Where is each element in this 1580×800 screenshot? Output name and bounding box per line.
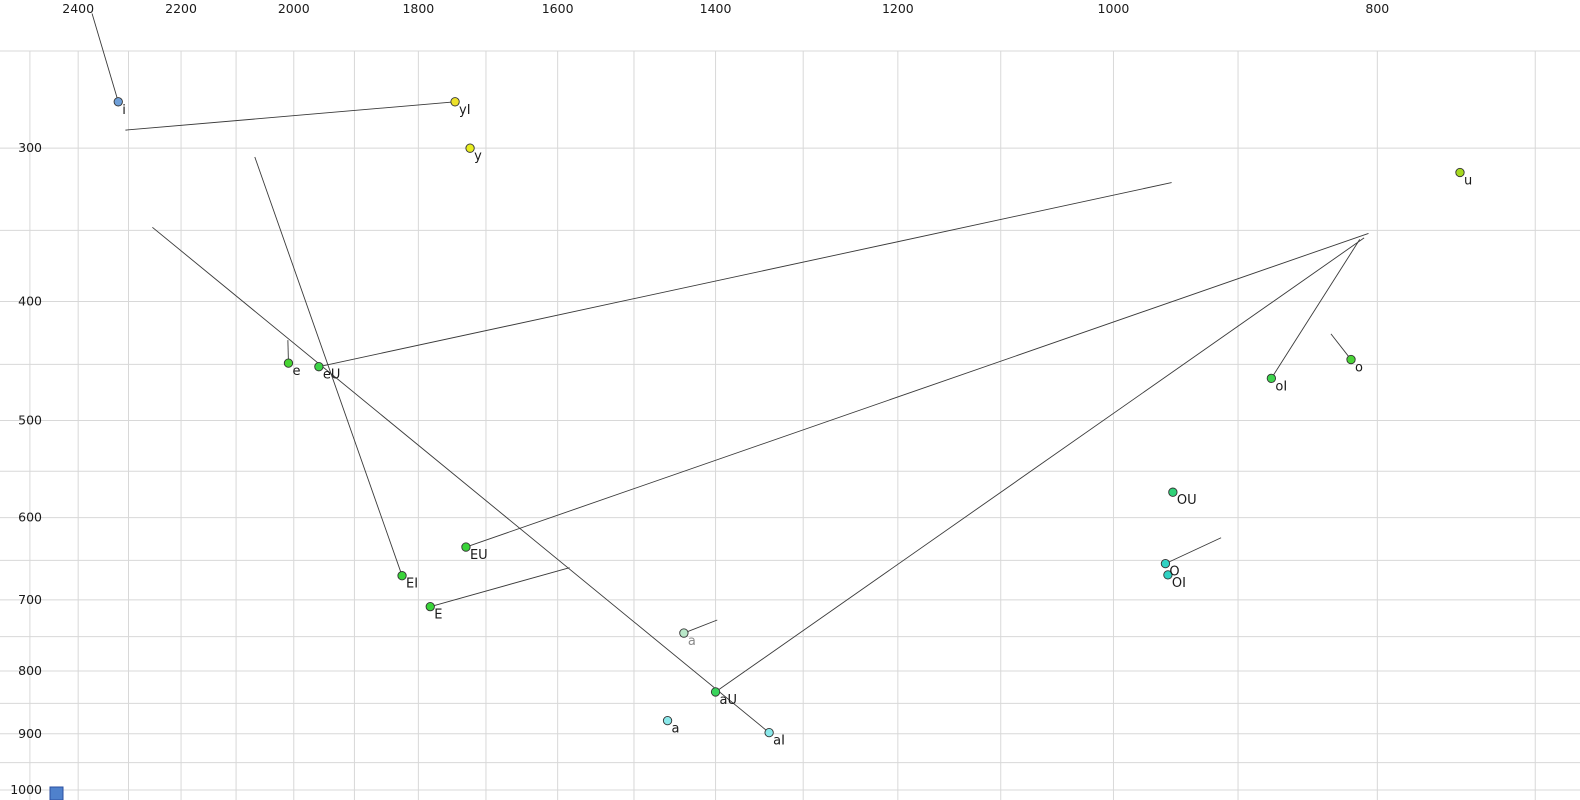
trajectory-EI [254,156,403,576]
y-tick-label: 1000 [10,782,42,797]
x-tick-label: 800 [1365,1,1389,16]
x-tick-label: 2000 [278,1,310,16]
x-tick-label: 1200 [882,1,914,16]
trajectory-oI [1270,239,1361,379]
point-label-a-mid: a [688,634,696,649]
y-tick-label: 800 [18,663,42,678]
point-E[interactable] [425,602,435,612]
point-label-EI: EI [406,577,418,592]
trajectory-o [1330,333,1352,360]
point-aU[interactable] [710,687,721,697]
point-O[interactable] [1160,558,1171,569]
point-a-low[interactable] [662,715,673,726]
trajectory-EU [465,232,1369,548]
y-tick-label: 300 [18,140,42,155]
point-o[interactable] [1346,354,1356,365]
point-label-e: e [292,364,300,379]
y-axis-tick-labels: 300 400 500 600 700 800 900 1000 [10,140,42,797]
y-tick-label: 900 [18,726,42,741]
point-label-yI: yI [459,103,471,118]
x-tick-label: 2400 [62,1,94,16]
point-label-aI: aI [773,734,785,749]
point-a-mid[interactable] [679,628,689,638]
point-label-y: y [474,149,482,164]
point-label-i: i [122,103,126,118]
x-tick-label: 1400 [700,1,732,16]
point-label-O: O [1169,565,1179,580]
y-tick-label: 400 [18,294,42,309]
point-oI[interactable] [1266,373,1277,383]
point-label-E: E [434,608,442,623]
trajectory-O [1165,537,1222,565]
point-label-aU: aU [720,693,737,708]
point-y[interactable] [465,143,475,153]
trajectory-yI [125,101,456,131]
point-label-EU: EU [470,548,488,563]
data-points [113,97,1465,738]
point-yI[interactable] [450,97,460,107]
corner-marker [49,786,64,800]
trajectory-a-mid [683,619,718,634]
point-label-eU: eU [323,368,341,383]
gridlines [0,50,1580,800]
point-label-o: o [1355,361,1363,376]
corner-marker-square [49,786,64,800]
point-label-a-low: a [672,722,680,737]
point-label-OU: OU [1177,493,1197,508]
x-tick-label: 2200 [165,1,197,16]
x-axis-tick-labels: 2400 2200 2000 1800 1600 1400 1200 1000 800 [62,1,1389,16]
x-tick-label: 1800 [402,1,434,16]
point-EI[interactable] [397,571,407,581]
trajectory-i [91,13,119,102]
point-OU[interactable] [1168,487,1178,497]
x-tick-label: 1600 [542,1,574,16]
y-tick-label: 600 [18,510,42,525]
trajectory-eU [318,182,1172,368]
trajectory-lines [91,13,1369,733]
point-label-oI: oI [1275,379,1287,394]
point-labels: i yI y u e eU o oI OU EU EI OOI Ea aU a aI [122,103,1472,749]
y-tick-label: 500 [18,412,42,427]
point-label-OI: OI [1172,576,1186,591]
point-aI[interactable] [764,727,774,738]
x-tick-label: 1000 [1098,1,1130,16]
point-u[interactable] [1455,167,1465,178]
point-e[interactable] [283,358,294,368]
point-label-u: u [1464,173,1472,188]
y-tick-label: 700 [18,592,42,607]
point-EU[interactable] [461,542,471,552]
trajectory-E [430,567,570,608]
point-i[interactable] [113,97,123,107]
point-eU[interactable] [314,362,324,372]
trajectory-aI [152,226,770,733]
point-OI[interactable] [1163,570,1173,580]
trajectory-aU [715,237,1365,693]
